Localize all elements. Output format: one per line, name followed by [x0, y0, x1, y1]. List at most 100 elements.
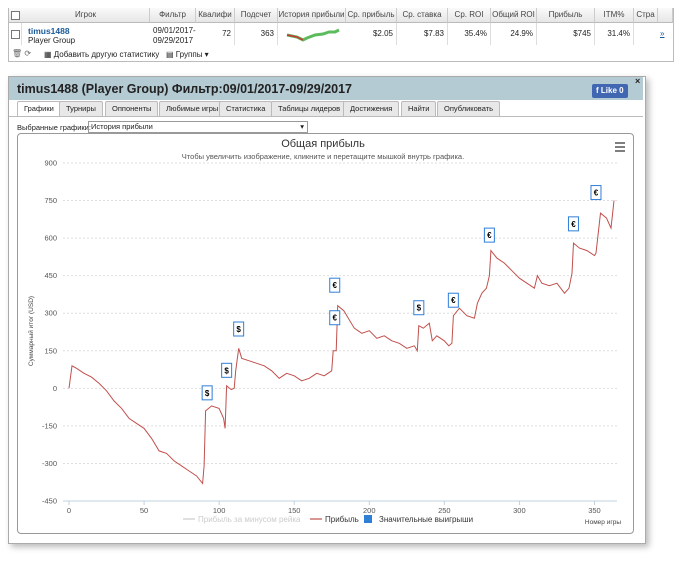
- y-tick-label: 150: [44, 346, 57, 355]
- chart-selector[interactable]: История прибыли ▾: [88, 121, 308, 133]
- table-cell: $745: [537, 23, 595, 45]
- table-cell: 72: [196, 23, 235, 45]
- y-tick-label: 300: [44, 309, 57, 318]
- tab-border: [9, 116, 643, 117]
- big-win-box: [567, 216, 579, 232]
- dialog-title: timus1488 (Player Group) Фильтр:09/01/20…: [17, 82, 352, 96]
- groups-label: Группы: [175, 50, 203, 59]
- filter-to: 09/29/2017: [153, 36, 194, 45]
- big-win-marker: €: [483, 227, 495, 243]
- big-win-box: [201, 385, 213, 401]
- tab[interactable]: Опубликовать: [437, 101, 501, 116]
- column-header[interactable]: Игрок: [22, 8, 150, 23]
- row-checkbox[interactable]: [9, 23, 22, 45]
- big-win-symbol: €: [571, 220, 576, 229]
- groups-button[interactable]: ▤ Группы ▾: [166, 50, 209, 59]
- like-button[interactable]: f Like 0: [592, 84, 628, 98]
- column-header[interactable]: Подсчет: [235, 8, 278, 23]
- dialog-titlebar: [9, 77, 643, 100]
- header-checkbox[interactable]: [9, 8, 23, 23]
- column-header[interactable]: Стра: [634, 8, 658, 23]
- big-win-box: [329, 310, 341, 326]
- chart-title: Общая прибыль: [281, 138, 365, 150]
- table-cell: 363: [235, 23, 278, 45]
- profit-line: [68, 200, 615, 485]
- column-header[interactable]: Фильтр: [150, 8, 196, 23]
- table-cell: $7.83: [397, 23, 448, 45]
- player-group: Player Group: [28, 36, 76, 45]
- column-header[interactable]: Ср. прибыль: [346, 8, 397, 23]
- big-win-marker: $: [233, 321, 245, 337]
- legend-label: Прибыль: [325, 515, 359, 524]
- y-tick-label: -300: [42, 459, 57, 468]
- column-header[interactable]: Прибыль: [537, 8, 595, 23]
- add-stat-button[interactable]: ▦ Добавить другую статистику: [44, 50, 160, 59]
- big-win-marker: €: [329, 310, 341, 326]
- chart-subtitle: Чтобы увеличить изображение, кликните и …: [182, 152, 464, 161]
- close-button[interactable]: ×: [635, 76, 641, 86]
- tab[interactable]: Турниры: [59, 101, 103, 116]
- table-cell: 31.4%: [595, 23, 634, 45]
- menu-icon[interactable]: [615, 142, 625, 152]
- y-tick-label: -150: [42, 421, 57, 430]
- big-win-box: [329, 277, 341, 293]
- big-win-symbol: €: [487, 231, 492, 240]
- big-win-box: [590, 185, 602, 201]
- big-win-marker: $: [221, 362, 233, 378]
- big-win-marker: €: [447, 292, 459, 308]
- player-link[interactable]: timus1488: [28, 26, 70, 36]
- x-tick-label: 250: [438, 506, 451, 515]
- tab[interactable]: Статистика: [219, 101, 273, 116]
- y-tick-label: 600: [44, 234, 57, 243]
- tab[interactable]: Таблицы лидеров: [271, 101, 348, 116]
- y-tick-label: 900: [44, 159, 57, 168]
- like-count: 0: [619, 86, 624, 95]
- tab[interactable]: Достижения: [343, 101, 400, 116]
- big-win-symbol: $: [417, 304, 422, 313]
- column-header[interactable]: История прибыли: [278, 8, 346, 23]
- tab[interactable]: Оппоненты: [105, 101, 159, 116]
- table-cell: $2.05: [346, 23, 397, 45]
- big-win-marker: $: [201, 385, 213, 401]
- row-link[interactable]: »: [660, 29, 665, 38]
- table-cell: 35.4%: [448, 23, 491, 45]
- chart: Общая прибыль Чтобы увеличить изображени…: [17, 133, 634, 534]
- column-header[interactable]: Квалифи: [196, 8, 235, 23]
- big-win-box: [483, 227, 495, 243]
- x-tick-label: 100: [213, 506, 226, 515]
- big-win-symbol: €: [451, 296, 456, 305]
- y-tick-label: -450: [42, 497, 57, 506]
- big-win-box: [413, 300, 425, 316]
- tab[interactable]: Графики: [17, 101, 61, 116]
- y-tick-label: 450: [44, 271, 57, 280]
- big-win-box: [233, 321, 245, 337]
- table-cell: 24.9%: [491, 23, 537, 45]
- filter-from: 09/01/2017-: [153, 26, 196, 35]
- column-header[interactable]: Ср. ставка: [397, 8, 448, 23]
- big-win-marker: €: [590, 185, 602, 201]
- selector-value: История прибыли: [91, 122, 153, 131]
- selector-label: Выбранные графики:: [17, 123, 91, 132]
- like-label: Like: [600, 86, 617, 95]
- big-win-symbol: $: [224, 366, 229, 375]
- column-header[interactable]: ITM%: [595, 8, 634, 23]
- column-header[interactable]: Ср. ROI: [448, 8, 491, 23]
- big-win-marker: €: [567, 216, 579, 232]
- big-win-marker: $: [413, 300, 425, 316]
- big-win-symbol: €: [333, 314, 338, 323]
- legend-label: Прибыль за минусом рейка: [198, 515, 301, 524]
- dialog: [8, 76, 646, 544]
- big-win-box: [447, 292, 459, 308]
- column-header[interactable]: Общий ROI: [491, 8, 537, 23]
- big-win-marker: €: [329, 277, 341, 293]
- tab[interactable]: Найти: [401, 101, 437, 116]
- big-win-symbol: €: [594, 189, 599, 198]
- legend-label: Значительные выигрыши: [379, 515, 473, 524]
- y-tick-label: 0: [53, 384, 57, 393]
- legend-swatch: [364, 515, 372, 523]
- toolbar-icons[interactable]: 🗑 ⟳: [12, 49, 32, 58]
- big-win-box: [221, 362, 233, 378]
- tab[interactable]: Любимые игры: [159, 101, 226, 116]
- x-tick-label: 200: [363, 506, 376, 515]
